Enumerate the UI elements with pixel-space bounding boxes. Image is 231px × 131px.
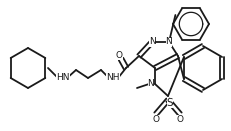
Text: N: N <box>166 37 172 47</box>
Text: O: O <box>152 114 159 124</box>
Text: HN: HN <box>56 73 70 83</box>
Text: NH: NH <box>106 73 120 83</box>
Text: N: N <box>148 80 154 89</box>
Text: N: N <box>149 37 155 47</box>
Text: O: O <box>116 50 122 59</box>
Text: O: O <box>176 114 183 124</box>
Text: S: S <box>167 98 173 108</box>
